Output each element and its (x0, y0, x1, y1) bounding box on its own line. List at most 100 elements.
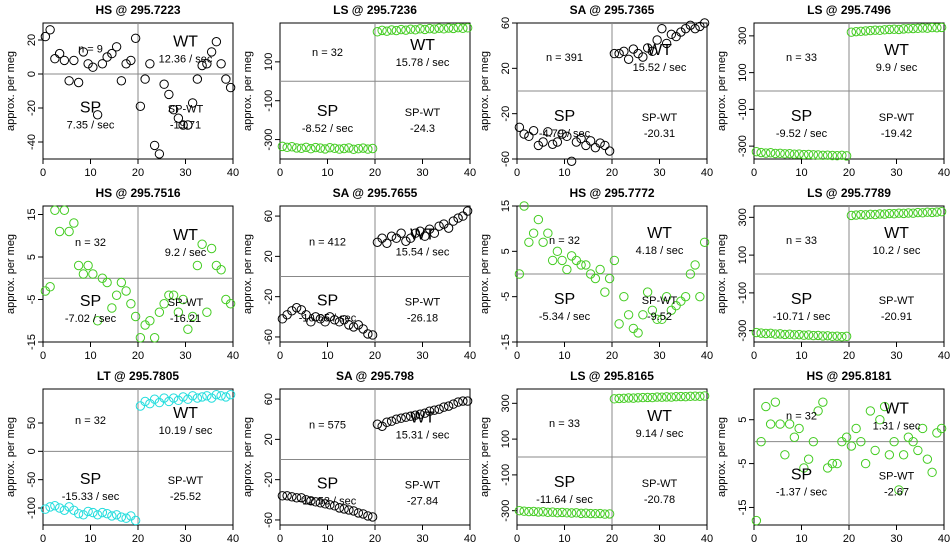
data-point-wt (168, 290, 179, 300)
x-tick-label: 10 (321, 533, 333, 545)
data-point-sp (107, 511, 117, 521)
data-point-wt (159, 299, 169, 309)
data-point-wt (936, 423, 947, 434)
x-tick-label: 40 (701, 350, 713, 362)
y-axis-label: approx. per meg (716, 417, 728, 497)
data-point-wt (884, 24, 895, 35)
data-point-wt (448, 399, 459, 409)
y-tick-label: -15 (500, 334, 512, 350)
x-tick-label: 40 (227, 167, 239, 179)
data-point-sp (600, 287, 610, 297)
data-point-wt (642, 43, 653, 53)
data-point-wt (889, 436, 899, 447)
wt-label: WT (173, 34, 198, 51)
x-tick-label: 0 (514, 533, 520, 545)
data-point-wt (145, 399, 155, 409)
data-point-wt (922, 23, 933, 33)
x-tick-label: 20 (132, 350, 144, 362)
chart-panel: SA @ 295.798 approx. per meg 0 10 20 30 40 -60 -… (237, 366, 476, 549)
data-point-wt (448, 23, 459, 34)
y-tick-label: -20 (263, 472, 275, 488)
data-point-wt (661, 392, 672, 402)
data-point-sp (547, 507, 558, 517)
data-point-wt (140, 396, 150, 407)
data-point-wt (676, 296, 686, 306)
data-point-sp (514, 122, 525, 132)
chart-title: SA @ 295.798 (336, 369, 414, 383)
data-point-wt (642, 287, 653, 297)
data-point-wt (685, 269, 696, 279)
data-point-sp (320, 144, 330, 154)
data-point-sp (751, 146, 762, 157)
data-point-wt (197, 392, 207, 402)
data-point-sp (789, 432, 800, 442)
x-tick-label: 10 (84, 533, 96, 545)
data-point-wt (894, 485, 904, 495)
x-tick-label: 0 (751, 533, 757, 545)
sample-count: n = 33 (786, 52, 817, 64)
data-point-sp (576, 260, 586, 270)
data-point-sp (306, 144, 316, 154)
data-point-sp (519, 201, 529, 211)
data-point-wt (429, 24, 440, 34)
data-point-wt (609, 394, 620, 404)
data-point-sp (78, 47, 89, 57)
data-point-sp (59, 505, 70, 515)
data-point-wt (666, 392, 677, 402)
data-point-wt (382, 417, 392, 427)
wt-rate: 15.78 / sec (396, 57, 450, 69)
data-point-wt (614, 319, 624, 329)
chart-svg: HS @ 295.7223 approx. per meg 0 10 20 30 40 -40… (5, 3, 239, 179)
x-tick-label: 20 (369, 533, 381, 545)
sample-count: n = 412 (309, 236, 346, 248)
spwt-label: SP-WT (642, 112, 678, 124)
wt-label: WT (647, 225, 672, 242)
chart-panel: HS @ 295.7516 approx. per meg 0 10 20 30 40 -15… (0, 183, 239, 366)
data-point-wt (396, 413, 406, 423)
data-point-sp (310, 497, 321, 507)
data-point-sp (780, 329, 790, 340)
data-point-wt (216, 391, 226, 401)
data-point-wt (879, 25, 890, 35)
data-point-sp (358, 324, 368, 334)
data-point-wt (439, 24, 449, 34)
data-point-sp (533, 214, 544, 225)
sp-rate: -9.52 / sec (776, 128, 828, 140)
x-tick-label: 30 (179, 533, 191, 545)
data-point-sp (770, 329, 781, 339)
data-point-sp (547, 255, 558, 266)
x-tick-label: 10 (795, 167, 807, 179)
data-point-wt (410, 25, 421, 35)
data-point-wt (695, 291, 705, 302)
x-tick-label: 0 (751, 350, 757, 362)
y-axis-label: approx. per meg (5, 234, 17, 314)
data-point-sp (130, 515, 141, 526)
data-point-sp (533, 507, 544, 517)
data-point-sp (595, 508, 605, 519)
y-tick-label: 20 (26, 34, 38, 46)
data-point-sp (585, 508, 596, 519)
data-point-sp (92, 110, 103, 120)
data-point-wt (462, 206, 473, 216)
data-point-wt (619, 393, 629, 404)
data-point-sp (841, 432, 852, 442)
data-point-wt (898, 450, 909, 460)
chart-svg: LT @ 295.7805 approx. per meg 0 10 20 30 40 -10… (5, 369, 239, 545)
data-point-sp (40, 31, 51, 42)
wt-rate: 1.31 / sec (873, 420, 921, 432)
data-point-sp (334, 317, 345, 327)
data-point-wt (870, 209, 880, 220)
data-point-sp (775, 148, 785, 159)
data-point-wt (657, 314, 667, 325)
sample-count: n = 32 (786, 410, 817, 422)
y-tick-label: -100 (26, 497, 38, 519)
data-point-sp (59, 55, 70, 66)
x-tick-label: 0 (277, 167, 283, 179)
chart-svg: LS @ 295.7496 approx. per meg 0 10 20 30 40 -30… (716, 3, 950, 179)
sp-rate: -8.52 / sec (302, 123, 354, 135)
data-point-sp (97, 507, 108, 518)
data-point-wt (846, 441, 857, 451)
y-axis-label: approx. per meg (242, 51, 254, 131)
x-tick-label: 40 (938, 350, 950, 362)
data-point-wt (386, 416, 397, 426)
